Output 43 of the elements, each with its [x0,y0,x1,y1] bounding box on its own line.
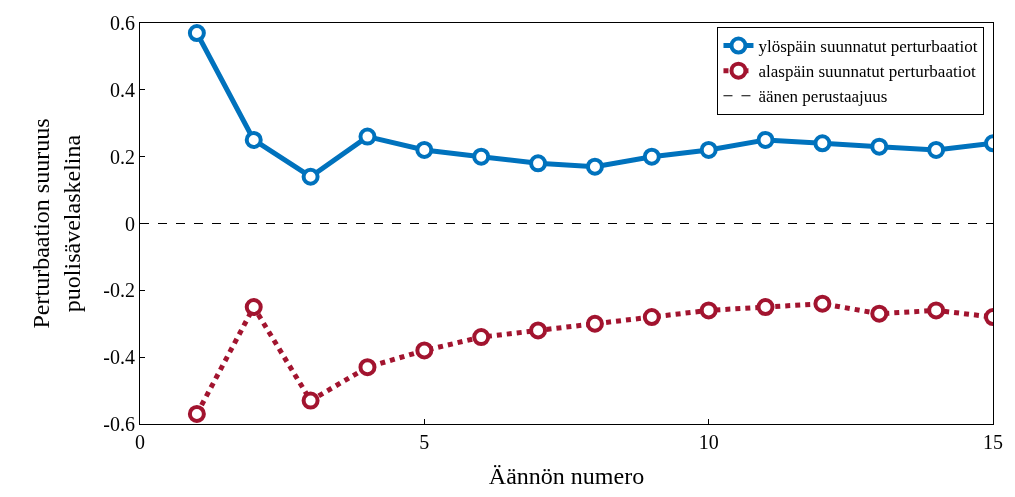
point [927,140,946,159]
point [813,134,832,153]
point [642,147,661,166]
point [472,147,491,166]
point [756,298,775,317]
legend-label: alaspäin suunnatut perturbaatiot [758,62,976,82]
point [585,157,604,176]
point [699,301,718,320]
point [244,298,263,317]
point [358,127,377,146]
point [415,341,434,360]
legend-label: äänen perustaajuus [758,87,888,107]
point [529,154,548,173]
point [358,358,377,377]
point [642,308,661,327]
point [415,140,434,159]
y-tick-label: -0.6 [103,413,135,435]
point [301,391,320,410]
point [927,301,946,320]
point [870,304,889,323]
x-axis-title: Äännön numero [488,463,645,490]
y-axis-title: Perturbaation suuruus puolisävelaskelina [28,118,86,329]
point [756,130,775,149]
x-tick-label: 5 [419,431,430,453]
y-tick-label: -0.4 [103,346,135,369]
point [870,137,889,156]
x-tick-label: 10 [698,431,719,453]
point [187,404,206,423]
point [244,130,263,149]
point [187,24,206,43]
legend-label: ylöspäin suunnatut perturbaatiot [758,37,978,57]
point [472,328,491,347]
y-tick-label: 0.2 [110,145,135,168]
point [301,167,320,186]
y-tick-label: 0.4 [110,78,135,101]
point [699,140,718,159]
point [585,314,604,333]
y-tick-label: 0.6 [110,12,135,34]
x-tick-label: 15 [983,431,1003,453]
y-tick-label: -0.2 [103,279,135,302]
point [813,294,832,313]
y-tick-label: 0 [125,212,135,235]
point [529,321,548,340]
